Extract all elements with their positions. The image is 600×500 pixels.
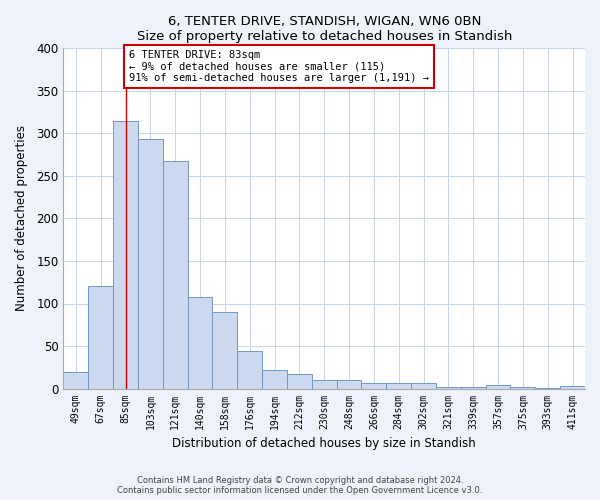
Bar [361, 384, 386, 388]
Bar [237, 351, 262, 389]
Bar [386, 384, 411, 388]
Bar [312, 380, 337, 388]
Bar [287, 374, 312, 388]
Bar [113, 120, 138, 388]
Y-axis label: Number of detached properties: Number of detached properties [15, 126, 28, 312]
Bar [411, 382, 436, 388]
Text: 6 TENTER DRIVE: 83sqm
← 9% of detached houses are smaller (115)
91% of semi-deta: 6 TENTER DRIVE: 83sqm ← 9% of detached h… [129, 50, 429, 83]
Bar [511, 387, 535, 388]
Bar [212, 312, 237, 388]
Bar [88, 286, 113, 388]
Bar [188, 296, 212, 388]
Bar [436, 387, 461, 388]
Bar [138, 140, 163, 388]
Bar [64, 372, 88, 388]
Bar [560, 386, 585, 388]
Bar [262, 370, 287, 388]
Bar [337, 380, 361, 388]
Title: 6, TENTER DRIVE, STANDISH, WIGAN, WN6 0BN
Size of property relative to detached : 6, TENTER DRIVE, STANDISH, WIGAN, WN6 0B… [137, 15, 512, 43]
Text: Contains HM Land Registry data © Crown copyright and database right 2024.
Contai: Contains HM Land Registry data © Crown c… [118, 476, 482, 495]
Bar [485, 385, 511, 388]
Bar [461, 387, 485, 388]
Bar [163, 162, 188, 388]
X-axis label: Distribution of detached houses by size in Standish: Distribution of detached houses by size … [172, 437, 476, 450]
